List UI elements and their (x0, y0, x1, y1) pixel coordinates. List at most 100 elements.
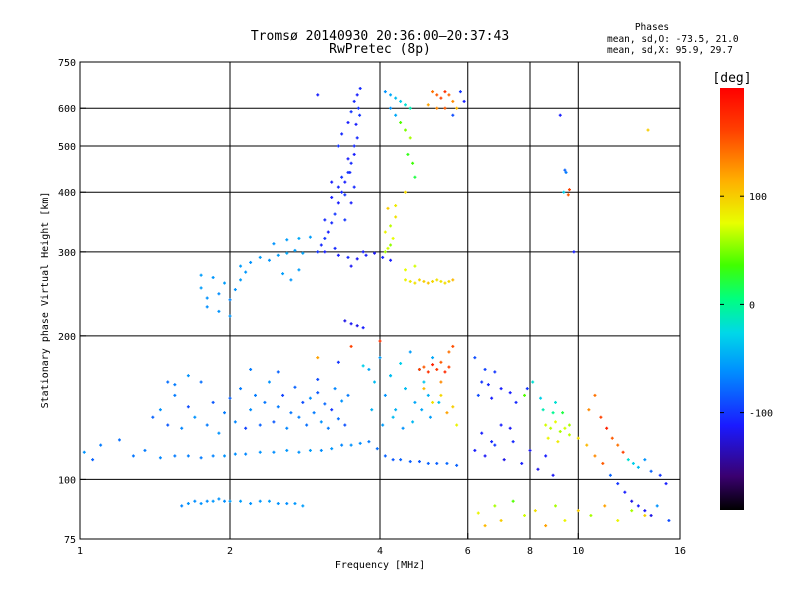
data-point (417, 367, 421, 371)
data-point (605, 426, 609, 430)
data-point (358, 86, 362, 90)
data-point (199, 456, 203, 460)
data-point (373, 251, 377, 255)
data-point (386, 246, 390, 250)
data-point (539, 396, 543, 400)
data-point (373, 380, 377, 384)
data-point (82, 450, 86, 454)
data-point (367, 367, 371, 371)
data-point (445, 461, 449, 465)
data-point (186, 405, 190, 409)
data-point (391, 458, 395, 462)
data-point (293, 248, 297, 252)
data-point (272, 242, 276, 246)
data-point (158, 408, 162, 412)
data-point (389, 224, 393, 228)
data-point (499, 519, 503, 523)
colorbar-gradient (720, 88, 744, 510)
data-point (389, 93, 393, 97)
data-point (561, 411, 565, 415)
data-point (431, 400, 435, 404)
data-point (323, 402, 327, 406)
data-point (599, 415, 603, 419)
data-point (567, 423, 571, 427)
data-point (447, 350, 451, 354)
data-point (355, 136, 359, 140)
data-point (383, 90, 387, 94)
data-point (352, 152, 356, 156)
data-point (301, 251, 305, 255)
data-point (193, 499, 197, 503)
data-point (199, 380, 203, 384)
data-point (355, 257, 359, 261)
data-point (258, 450, 262, 454)
data-point (566, 193, 570, 197)
data-point (330, 180, 334, 184)
data-point (323, 218, 327, 222)
data-point (217, 292, 221, 296)
data-point (553, 504, 557, 508)
data-point (587, 408, 591, 412)
data-point (636, 504, 640, 508)
data-point (117, 438, 121, 442)
data-point (330, 447, 334, 451)
data-point (199, 273, 203, 277)
data-point (403, 387, 407, 391)
data-point (258, 423, 262, 427)
data-point (551, 473, 555, 477)
data-point (455, 463, 459, 467)
data-point (399, 458, 403, 462)
data-point (316, 93, 320, 97)
chart-title-line2: RwPretec (8p) (329, 42, 431, 57)
data-point (403, 128, 407, 132)
y-tick-label: 500 (58, 142, 76, 153)
x-tick-label: 10 (572, 546, 584, 557)
data-point (361, 364, 365, 368)
data-point (486, 383, 490, 387)
data-point (403, 103, 407, 107)
data-point (563, 168, 567, 172)
data-point (490, 396, 494, 400)
data-point (349, 110, 353, 114)
data-point (455, 423, 459, 427)
data-point (408, 460, 412, 464)
data-point (297, 450, 301, 454)
data-point (411, 161, 415, 165)
data-point (354, 122, 358, 126)
data-point (399, 361, 403, 365)
data-point (439, 380, 443, 384)
data-point (312, 411, 316, 415)
data-point (276, 502, 280, 506)
data-point (281, 272, 285, 276)
data-point (431, 363, 435, 367)
data-point (383, 454, 387, 458)
data-point (308, 448, 312, 452)
data-point (406, 152, 410, 156)
data-point (343, 193, 347, 197)
data-point (525, 387, 529, 391)
data-point (428, 415, 432, 419)
data-point (375, 447, 379, 451)
data-point (205, 305, 209, 309)
data-point (340, 132, 344, 136)
data-point (316, 391, 320, 395)
data-point (293, 385, 297, 389)
data-point (473, 356, 477, 360)
data-point (408, 106, 412, 110)
data-point (158, 456, 162, 460)
data-point (636, 465, 640, 469)
data-point (239, 499, 243, 503)
data-point (411, 420, 415, 424)
data-point (289, 411, 293, 415)
data-point (223, 281, 227, 285)
data-point (544, 423, 548, 427)
data-point (514, 400, 518, 404)
data-point (403, 190, 407, 194)
data-point (289, 278, 293, 282)
data-point (394, 113, 398, 117)
x-tick-label: 1 (77, 546, 83, 557)
data-point (348, 170, 352, 174)
data-point (352, 185, 356, 189)
data-point (502, 458, 506, 462)
data-point (422, 279, 426, 283)
